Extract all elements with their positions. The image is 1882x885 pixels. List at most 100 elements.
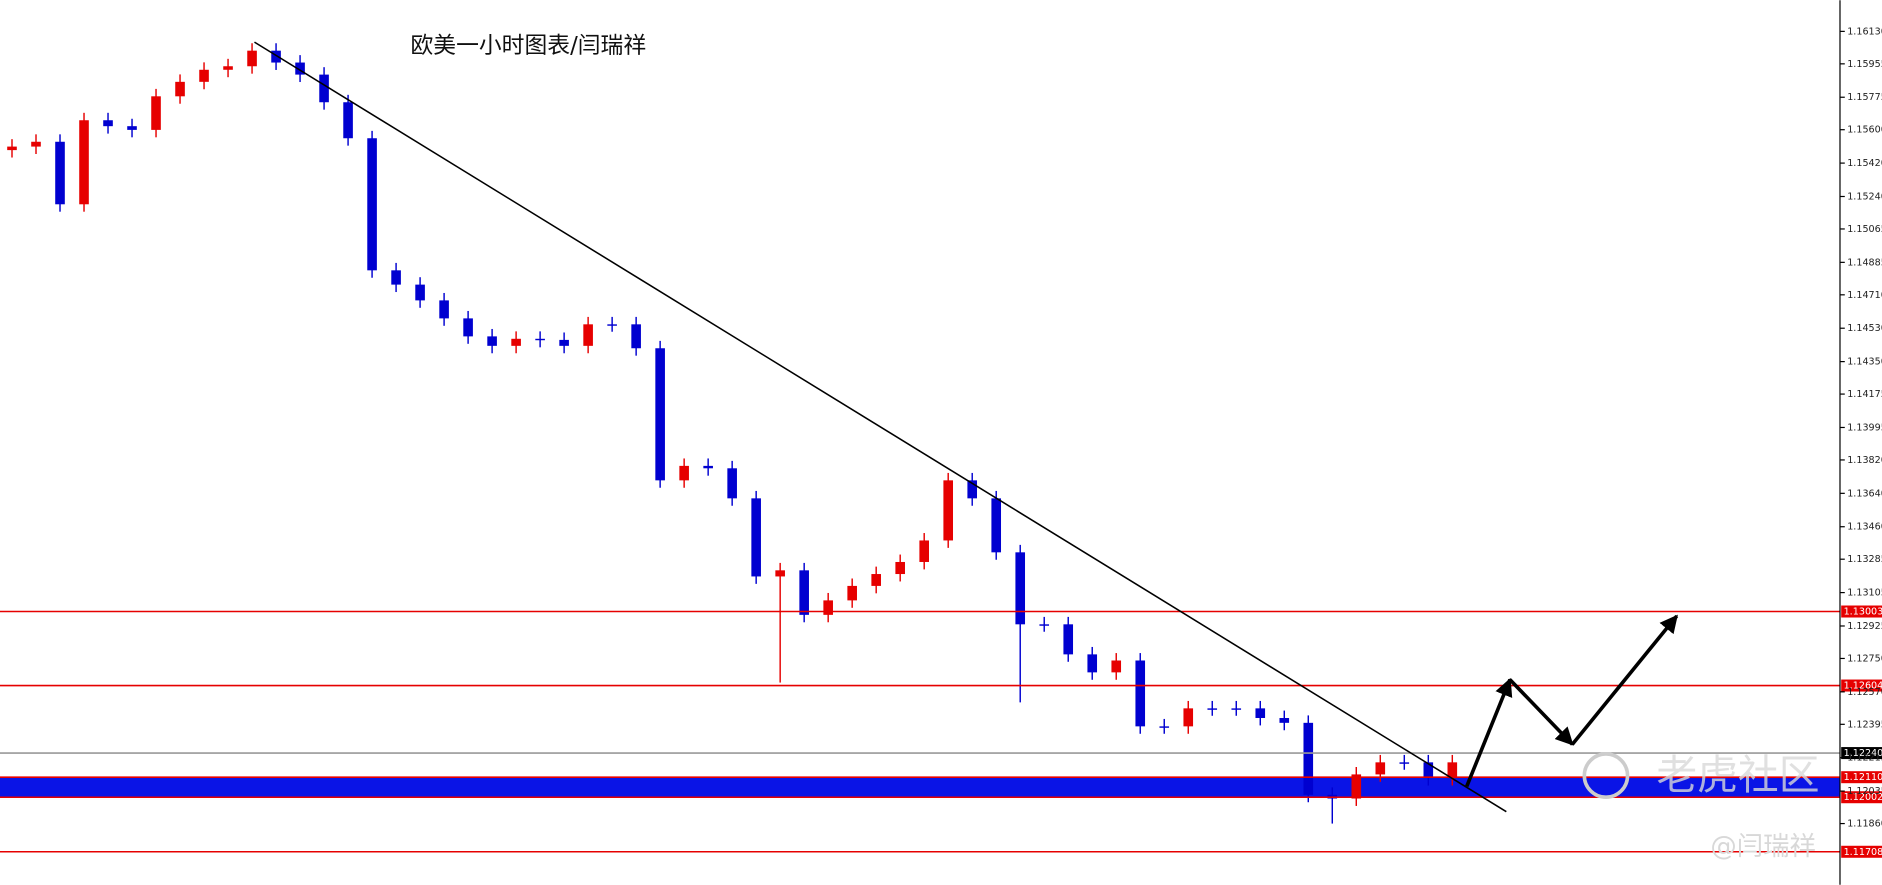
candle-body (1303, 722, 1314, 795)
candle-body (1039, 624, 1050, 626)
candle-body (703, 465, 713, 469)
candle-body (823, 600, 833, 615)
candle-body (487, 336, 497, 346)
candle-body (943, 480, 954, 541)
y-tick-label: 1.15600 (1847, 125, 1882, 136)
candle-body (1399, 762, 1410, 764)
y-tick-label: 1.15420 (1847, 158, 1882, 169)
candle-body (751, 498, 761, 577)
candle-body (1183, 708, 1194, 727)
candle-body (415, 284, 425, 301)
candle-body (199, 69, 209, 82)
candle-body (607, 324, 617, 326)
candle-body (1015, 552, 1026, 625)
candle-body (319, 74, 329, 103)
y-tick-label: 1.12035 (1847, 786, 1882, 797)
candle-body (1063, 624, 1074, 655)
candle-body (367, 138, 377, 271)
candle-body (967, 480, 978, 499)
candle-body (55, 141, 65, 205)
level-label: 1.12110 (1844, 772, 1882, 783)
y-tick-label: 1.13285 (1847, 554, 1882, 565)
projection-arrow (1465, 677, 1513, 788)
candle-body (679, 465, 689, 481)
candle-body (271, 50, 281, 63)
candle-body (1255, 708, 1266, 719)
candle-body (463, 318, 473, 337)
candle-body (1351, 774, 1362, 799)
y-tick-label: 1.15240 (1847, 191, 1882, 202)
candle-body (31, 141, 41, 147)
candle-body (631, 324, 641, 349)
candle-body (1207, 708, 1218, 710)
candle-body (223, 66, 233, 70)
projection-arrow (1508, 678, 1574, 746)
candle-body (535, 338, 545, 341)
candle-body (775, 570, 785, 577)
candle-body (919, 540, 929, 562)
y-tick-label: 1.12925 (1847, 621, 1882, 632)
level-label: 1.12604 (1844, 681, 1882, 692)
candle-body (583, 324, 593, 346)
y-tick-label: 1.13995 (1847, 422, 1882, 433)
candle-body (727, 468, 737, 499)
candle-body (127, 126, 137, 130)
candle-body (295, 62, 305, 75)
candle-body (175, 81, 185, 97)
level-label: 1.12240 (1844, 748, 1882, 759)
candle-body (799, 570, 809, 615)
candle-body (871, 574, 881, 586)
level-label-box (1841, 747, 1882, 760)
y-tick-label: 1.12750 (1847, 653, 1882, 664)
candle-body (151, 96, 161, 130)
level-label-box (1841, 679, 1882, 692)
candle-body (391, 270, 401, 285)
y-tick-label: 1.14350 (1847, 357, 1882, 368)
level-label: 1.13003 (1844, 607, 1882, 618)
y-tick-label: 1.12570 (1847, 687, 1882, 698)
candle-body (895, 561, 905, 575)
y-tick-label: 1.14530 (1847, 323, 1882, 334)
level-label-box (1841, 605, 1882, 618)
level-label-box (1841, 845, 1882, 858)
level-label: 1.11708 (1844, 847, 1882, 858)
support-band (0, 777, 1840, 798)
y-tick-label: 1.15065 (1847, 224, 1882, 235)
candle-body (1087, 654, 1098, 673)
y-tick-label: 1.13105 (1847, 588, 1882, 599)
candle-body (991, 498, 1002, 553)
watermark: 老虎社区 (1656, 751, 1819, 799)
candle-body (1279, 718, 1290, 723)
candle-body (1135, 660, 1146, 727)
candle-body (847, 585, 857, 601)
watermark-logo (1582, 752, 1630, 799)
y-tick-label: 1.12215 (1847, 753, 1882, 764)
y-tick-label: 1.13640 (1847, 488, 1882, 499)
y-tick-label: 1.15955 (1847, 59, 1882, 70)
trendline (254, 41, 1507, 813)
level-label-box (1841, 791, 1882, 804)
y-tick-label: 1.14710 (1847, 290, 1882, 301)
candle-body (559, 339, 569, 346)
level-label-box (1841, 771, 1882, 784)
y-tick-label: 1.13820 (1847, 455, 1882, 466)
candle-body (103, 120, 113, 127)
chart-title: 欧美一小时图表/闫瑞祥 (410, 33, 646, 59)
candle-body (343, 102, 353, 139)
watermark: @闫瑞祥 (1710, 831, 1816, 862)
projection-arrow (1570, 614, 1679, 746)
candle-body (439, 300, 449, 319)
y-tick-label: 1.15775 (1847, 92, 1882, 103)
y-tick-label: 1.11860 (1847, 819, 1882, 830)
y-tick-label: 1.14175 (1847, 389, 1882, 400)
candle-body (511, 338, 521, 346)
candle-body (7, 146, 17, 151)
candle-body (1423, 762, 1434, 779)
y-tick-label: 1.16130 (1847, 26, 1882, 37)
candle-body (655, 348, 665, 481)
candle-body (247, 50, 257, 67)
level-label: 1.12002 (1844, 792, 1882, 803)
candle-body (1231, 708, 1242, 710)
y-tick-label: 1.12395 (1847, 719, 1882, 730)
